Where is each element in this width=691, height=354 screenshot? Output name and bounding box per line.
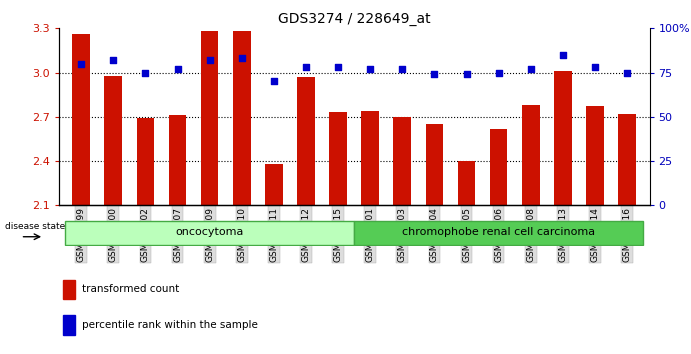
Text: percentile rank within the sample: percentile rank within the sample: [82, 320, 258, 330]
Point: [301, 64, 312, 70]
Point: [76, 61, 87, 67]
Bar: [297, 77, 315, 205]
Bar: [586, 107, 604, 205]
Text: transformed count: transformed count: [82, 284, 179, 295]
Bar: [361, 111, 379, 205]
Bar: [393, 117, 411, 205]
Bar: [233, 31, 251, 205]
Point: [429, 72, 440, 77]
Bar: [65, 221, 354, 245]
Text: chromophobe renal cell carcinoma: chromophobe renal cell carcinoma: [402, 227, 595, 237]
Text: oncocytoma: oncocytoma: [176, 227, 244, 237]
Point: [268, 79, 279, 84]
Bar: [63, 315, 75, 335]
Bar: [618, 114, 636, 205]
Point: [589, 64, 600, 70]
Point: [558, 52, 569, 58]
Bar: [329, 113, 347, 205]
Bar: [554, 71, 571, 205]
Point: [365, 66, 376, 72]
Bar: [457, 161, 475, 205]
Bar: [426, 124, 443, 205]
Bar: [201, 31, 218, 205]
Point: [397, 66, 408, 72]
Point: [461, 72, 472, 77]
Bar: [73, 34, 90, 205]
Point: [172, 66, 183, 72]
Bar: [169, 115, 187, 205]
Bar: [63, 280, 75, 299]
Bar: [490, 129, 507, 205]
Point: [236, 56, 247, 61]
Bar: [354, 221, 643, 245]
Text: disease state: disease state: [5, 222, 65, 230]
Point: [332, 64, 343, 70]
Point: [140, 70, 151, 75]
Point: [493, 70, 504, 75]
Title: GDS3274 / 228649_at: GDS3274 / 228649_at: [278, 12, 430, 26]
Point: [525, 66, 536, 72]
Bar: [265, 164, 283, 205]
Point: [108, 57, 119, 63]
Point: [204, 57, 215, 63]
Bar: [522, 105, 540, 205]
Point: [621, 70, 632, 75]
Bar: [104, 75, 122, 205]
Bar: [137, 118, 154, 205]
